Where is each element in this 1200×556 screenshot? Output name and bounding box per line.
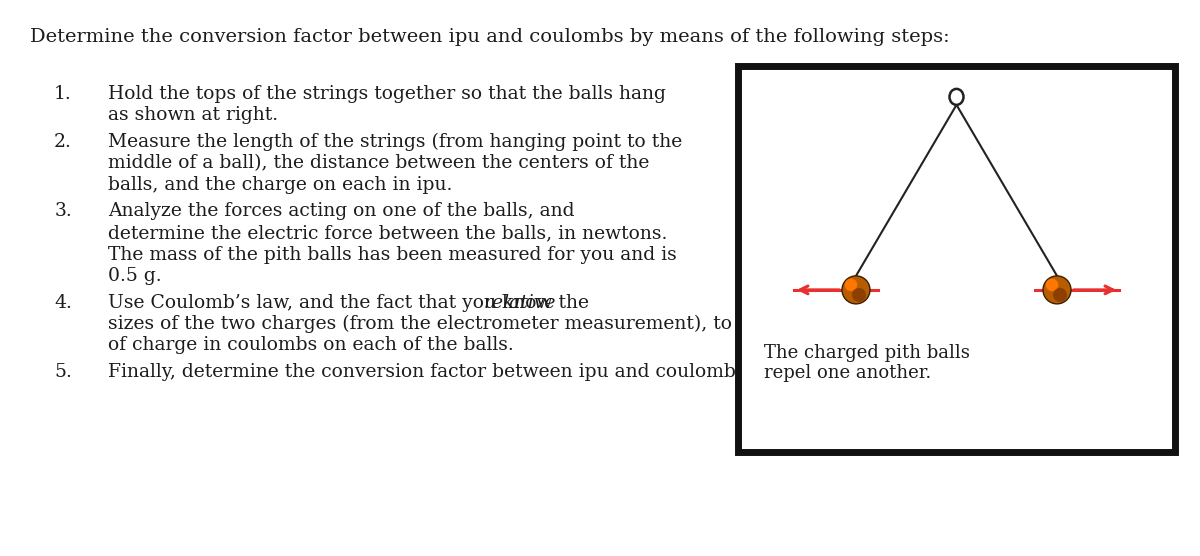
Text: of charge in coulombs on each of the balls.: of charge in coulombs on each of the bal… [108,336,514,355]
Text: Measure the length of the strings (from hanging point to the: Measure the length of the strings (from … [108,133,683,151]
Text: 1.: 1. [54,85,72,103]
Text: Determine the conversion factor between ipu and coulombs by means of the followi: Determine the conversion factor between … [30,28,949,46]
Text: relative: relative [484,294,557,311]
Circle shape [1045,279,1058,291]
Text: repel one another.: repel one another. [764,364,931,382]
Text: as shown at right.: as shown at right. [108,107,278,125]
Text: 4.: 4. [54,294,72,311]
Text: middle of a ball), the distance between the centers of the: middle of a ball), the distance between … [108,155,649,172]
Text: The mass of the pith balls has been measured for you and is: The mass of the pith balls has been meas… [108,246,677,264]
Text: Use Coulomb’s law, and the fact that you know the: Use Coulomb’s law, and the fact that you… [108,294,595,311]
Text: balls, and the charge on each in ipu.: balls, and the charge on each in ipu. [108,176,452,194]
Text: 0.5 g.: 0.5 g. [108,267,162,285]
Text: sizes of the two charges (from the electrometer measurement), to determine the a: sizes of the two charges (from the elect… [108,315,949,333]
Text: 5.: 5. [54,363,72,381]
Circle shape [845,279,857,291]
Text: The charged pith balls: The charged pith balls [764,344,970,362]
Circle shape [1043,276,1072,304]
Bar [738,66,1175,452]
Text: 2.: 2. [54,133,72,151]
Text: Analyze the forces acting on one of the balls, and: Analyze the forces acting on one of the … [108,202,575,221]
Ellipse shape [949,89,964,105]
Text: Use Coulomb’s law, and the fact that you know the: Use Coulomb’s law, and the fact that you… [108,294,595,311]
Circle shape [842,276,870,304]
Circle shape [852,288,866,302]
Text: determine the electric force between the balls, in newtons.: determine the electric force between the… [108,224,667,242]
Text: 3.: 3. [54,202,72,221]
Circle shape [1054,288,1067,302]
Text: Finally, determine the conversion factor between ipu and coulombs.: Finally, determine the conversion factor… [108,363,751,381]
Text: Hold the tops of the strings together so that the balls hang: Hold the tops of the strings together so… [108,85,666,103]
